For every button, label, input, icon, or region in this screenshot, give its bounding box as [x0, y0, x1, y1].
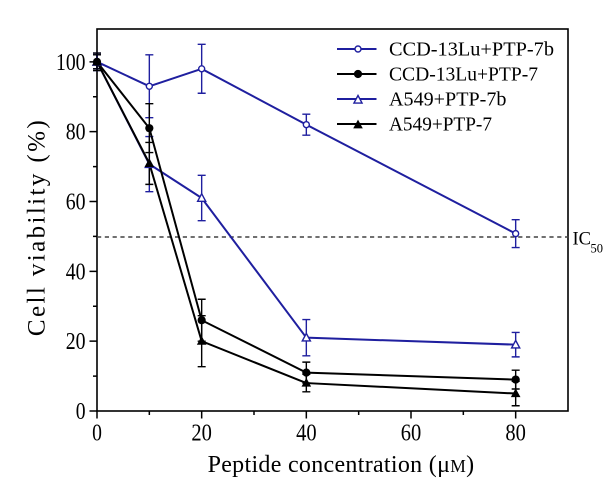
svg-text:60: 60: [66, 189, 86, 215]
svg-text:80: 80: [505, 421, 526, 447]
svg-text:60: 60: [401, 421, 422, 447]
svg-text:CCD-13Lu+PTP-7: CCD-13Lu+PTP-7: [389, 64, 538, 86]
svg-text:40: 40: [296, 421, 317, 447]
svg-text:100: 100: [56, 50, 86, 76]
svg-text:40: 40: [66, 259, 86, 285]
svg-text:20: 20: [191, 421, 212, 447]
svg-text:80: 80: [66, 120, 86, 146]
svg-text:IC: IC: [573, 230, 592, 250]
svg-text:A549+PTP-7: A549+PTP-7: [389, 114, 492, 136]
svg-text:A549+PTP-7b: A549+PTP-7b: [389, 89, 507, 111]
svg-text:20: 20: [66, 329, 86, 355]
svg-text:Peptide concentration (μM): Peptide concentration (μM): [208, 452, 475, 478]
svg-text:CCD-13Lu+PTP-7b: CCD-13Lu+PTP-7b: [389, 39, 554, 61]
svg-text:Cell viability (%): Cell viability (%): [24, 118, 51, 336]
svg-text:0: 0: [76, 399, 86, 425]
svg-text:50: 50: [591, 242, 604, 256]
svg-text:0: 0: [92, 421, 102, 447]
